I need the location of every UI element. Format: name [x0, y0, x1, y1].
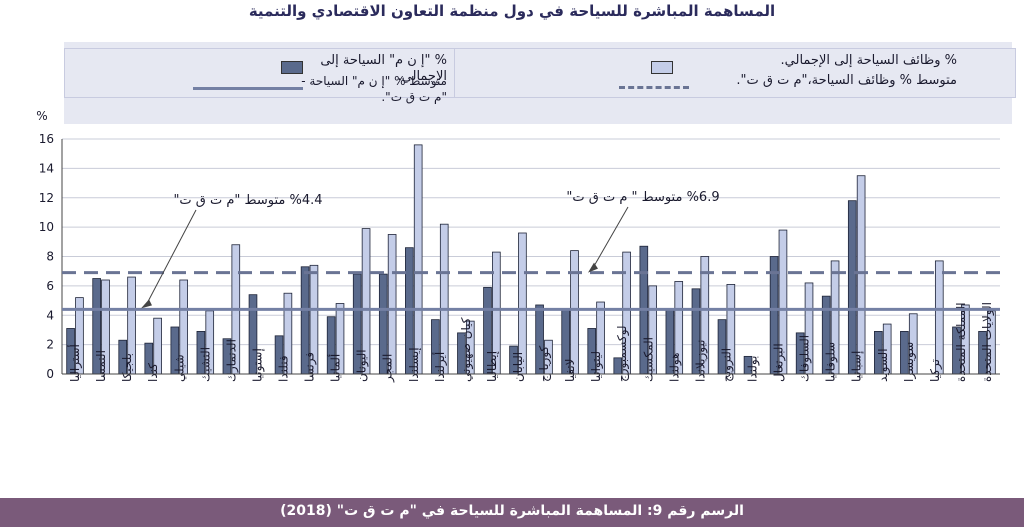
jobs-annotation-arrow [591, 206, 629, 270]
x-tick-label: السلوفاك [798, 335, 813, 382]
x-tick-label: ألمانيا [328, 354, 343, 382]
y-tick-label: 0 [46, 367, 54, 381]
gdp-annotation-arrow [145, 209, 197, 306]
x-tick-label: كيان صهيوني [459, 317, 474, 382]
y-axis-label: % [36, 109, 47, 123]
chart-title: المساهمة المباشرة للسياحة في دول منظمة ا… [248, 2, 776, 20]
y-tick-label: 12 [39, 191, 54, 205]
x-tick-label: بلجيكا [120, 353, 134, 382]
bar-jobs [439, 223, 449, 375]
x-tick-label: الدنمارك [224, 339, 239, 382]
x-tick-label: الولايات المتحدة [980, 302, 995, 382]
jobs-arrow-head [588, 262, 598, 273]
x-tick-label: أستراليا [67, 344, 83, 382]
x-tick-label: اليونان [355, 349, 370, 382]
x-tick-label: البرتغال [772, 343, 787, 382]
x-tick-label: لوكسمبورج [615, 325, 630, 382]
x-tick-label: فنلندا [276, 355, 290, 382]
x-tick-label: المجر [381, 354, 396, 383]
legend-gdp-swatch [281, 61, 303, 74]
legend-jobs-avg-label: متوسط % وظائف السياحة،"م ت ق ت". [736, 73, 957, 88]
x-tick-label: كوريا ج [537, 345, 552, 382]
chart-plot: 0 2 4 6 8 10 12 14 16% أستراليا النمسا بلجيكا كندا شي… [36, 109, 1000, 383]
gdp-average-annotation: %4.4 متوسط "م ت ق ت" [173, 193, 322, 208]
legend-gdp-avg-line [193, 87, 303, 90]
legend-jobs-label: % وظائف السياحة إلى الإجمالي. [780, 53, 957, 68]
x-tick-label: فرنسا [303, 352, 318, 382]
figure-caption: الرسم رقم 9: المساهمة المباشرة للسياحة ف… [280, 503, 744, 519]
x-tick-label: السويد [876, 348, 891, 382]
x-tick-label: بولندا [745, 356, 760, 382]
y-tick-label: 2 [46, 338, 54, 352]
x-tick-label: تركيا [928, 359, 943, 382]
x-tick-label: إستونيا [250, 348, 265, 382]
x-tick-label: المملكة المتحدة [954, 302, 968, 382]
x-tick-label: النرويج [719, 348, 734, 382]
legend-gdp-label: % "إ ن م" السياحة إلى الإجمالي. [320, 53, 447, 84]
bar-jobs [413, 144, 423, 375]
x-tick-label: لاتفيا [563, 358, 577, 382]
gdp-arrow-head [141, 299, 152, 309]
legend-jobs-avg-line [619, 86, 689, 89]
y-tick-label: 10 [39, 220, 54, 234]
y-tick-label: 14 [39, 161, 54, 175]
bar-jobs [856, 175, 866, 375]
bar-jobs [934, 260, 944, 375]
x-tick-label: هولندا [667, 353, 682, 382]
x-tick-label: شيلي [172, 354, 186, 382]
x-tick-label: إسبانيا [850, 351, 864, 382]
y-tick-label: 4 [46, 308, 54, 322]
x-tick-label: المكسيك [641, 337, 655, 382]
x-tick-label: نيوزيلاندا [693, 340, 708, 382]
y-tick-label: 6 [46, 279, 54, 293]
x-tick-label: إيطاليا [485, 351, 499, 382]
legend: % "إ ن م" السياحة إلى الإجمالي. متوسط % … [64, 42, 1016, 124]
legend-gdp-avg-label: متوسط % "إ ن م" السياحة -"م ت ق ت". [301, 74, 447, 104]
legend-jobs-swatch [651, 61, 673, 74]
legend-gdp-box: % "إ ن م" السياحة إلى الإجمالي. متوسط % … [64, 48, 456, 104]
y-tick-label: 16 [39, 132, 54, 146]
bar-gdp [847, 200, 857, 375]
y-tick-label: 8 [46, 250, 54, 264]
x-tick-label: كندا [146, 363, 160, 382]
x-tick-label: أيرلندا [432, 352, 448, 382]
x-tick-label: سلوفانيا [824, 342, 839, 382]
legend-jobs-box: % وظائف السياحة إلى الإجمالي. متوسط % وظ… [454, 48, 1016, 98]
x-tick-label: اليابان [511, 352, 525, 382]
x-tick-label: النمسا [94, 350, 108, 382]
jobs-average-annotation: %6.9 متوسط " م ت ق ت" [566, 190, 719, 205]
bar-jobs [387, 234, 397, 375]
x-tick-label: التشيك [198, 347, 212, 382]
bar-jobs [570, 250, 579, 375]
x-tick-label: إيسلندا [407, 347, 421, 382]
x-tick-label: ليتوانيا [589, 351, 604, 382]
caption-bar [0, 498, 1024, 527]
x-tick-label: سويسرا [902, 342, 917, 382]
